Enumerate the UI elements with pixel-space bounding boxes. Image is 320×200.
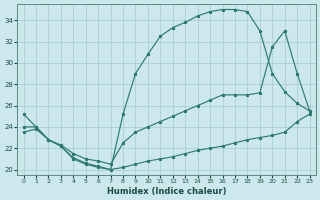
- X-axis label: Humidex (Indice chaleur): Humidex (Indice chaleur): [107, 187, 226, 196]
